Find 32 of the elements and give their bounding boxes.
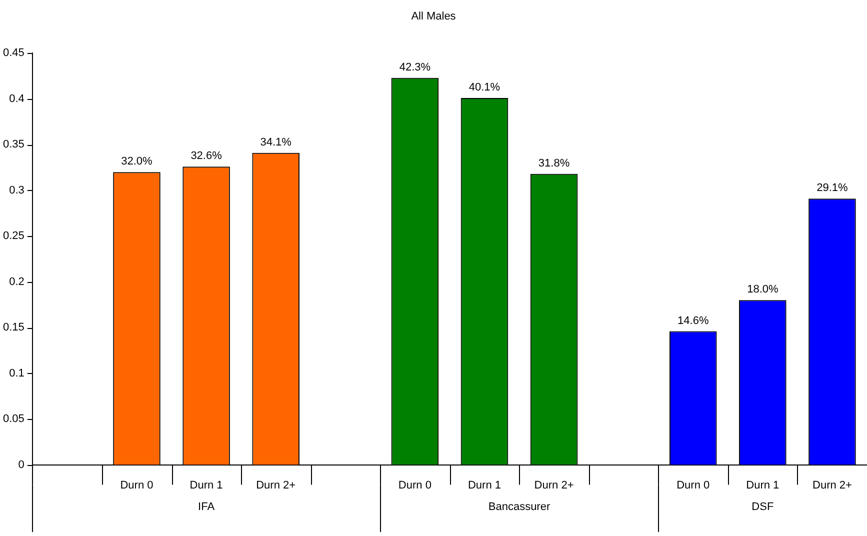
x-tick-label: Durn 0 <box>676 479 710 492</box>
x-tick-label: Durn 0 <box>398 479 432 492</box>
y-tick-label: 0.2 <box>9 276 24 288</box>
x-tick-label: Durn 1 <box>190 479 223 492</box>
data-label: 42.3% <box>399 61 431 74</box>
data-label: 40.1% <box>468 82 500 94</box>
y-tick-label: 0.35 <box>2 138 24 151</box>
y-tick-label: 0.05 <box>2 413 24 426</box>
text: Bancassurer <box>488 500 550 513</box>
data-label: 32.6% <box>190 150 222 162</box>
data-label: 32.0% <box>121 156 153 168</box>
chart-title: All Males <box>411 10 456 23</box>
y-tick-label: 0.4 <box>9 92 24 105</box>
data-label: 18.0% <box>747 284 778 296</box>
x-tick-label: Durn 2+ <box>256 479 296 492</box>
text: IFA <box>198 500 216 513</box>
y-tick-label: 0.3 <box>9 184 24 196</box>
x-tick-label: Durn 0 <box>120 479 154 492</box>
data-label: 14.6% <box>678 314 709 327</box>
x-tick-label: Durn 1 <box>746 479 780 492</box>
text: DSF <box>752 500 774 513</box>
y-tick-label: 0.25 <box>2 230 24 242</box>
y-tick-label: 0.1 <box>9 367 24 380</box>
x-tick-label: Durn 2+ <box>812 479 852 492</box>
y-tick-label: 0 <box>18 458 24 471</box>
data-label: 29.1% <box>816 182 848 194</box>
x-tick-label: Durn 1 <box>468 479 501 492</box>
data-label: 34.1% <box>260 136 292 148</box>
y-tick-label: 0.15 <box>2 322 24 334</box>
y-tick-label: 0.45 <box>2 47 24 60</box>
x-tick-label: Durn 2+ <box>534 479 574 492</box>
data-label: 31.8% <box>538 157 570 170</box>
